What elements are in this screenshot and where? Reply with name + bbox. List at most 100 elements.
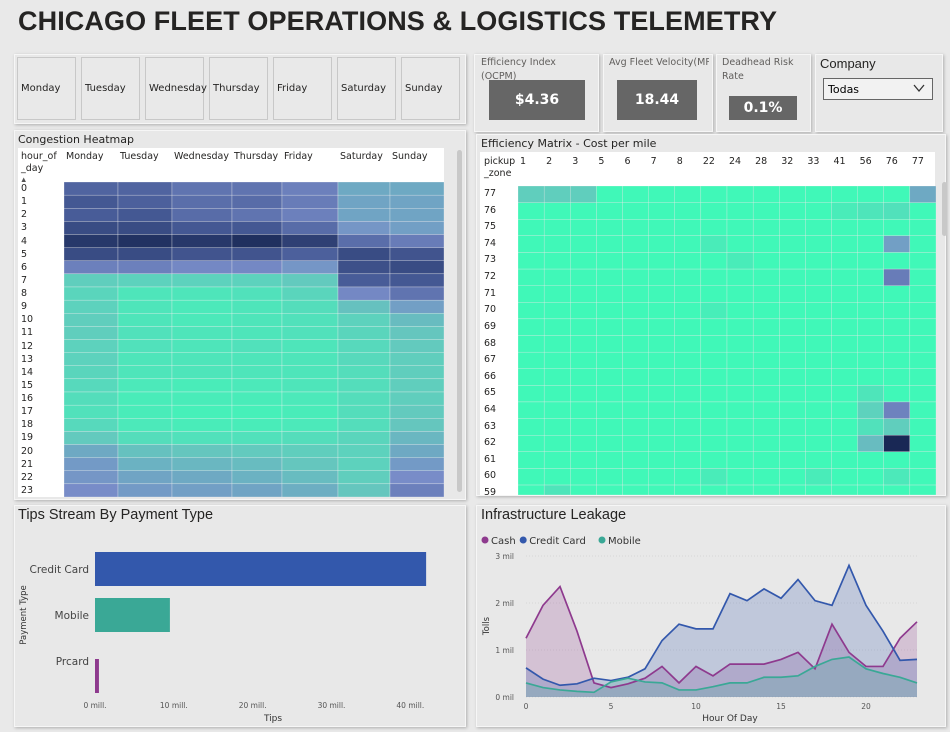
day-button-wednesday[interactable]: Wednesday xyxy=(145,57,207,120)
congestion-row-label: 5 xyxy=(21,248,28,260)
efficiency-cell xyxy=(779,268,806,286)
congestion-cell xyxy=(337,378,391,393)
congestion-cell xyxy=(389,470,444,485)
efficiency-col-2[interactable]: 2 xyxy=(546,156,553,167)
efficiency-cell xyxy=(857,435,884,452)
congestion-cell xyxy=(64,234,119,248)
congestion-cell xyxy=(171,247,233,261)
efficiency-col-33[interactable]: 33 xyxy=(807,156,820,167)
efficiency-col-5[interactable]: 5 xyxy=(598,156,605,167)
efficiency-cell xyxy=(909,468,936,486)
efficiency-cell xyxy=(831,252,858,270)
congestion-cell xyxy=(171,194,233,209)
congestion-cell xyxy=(171,313,233,327)
efficiency-cell xyxy=(648,235,675,253)
efficiency-cell xyxy=(831,268,858,286)
efficiency-cell xyxy=(909,302,936,320)
efficiency-cell xyxy=(805,285,832,303)
efficiency-cell xyxy=(909,385,936,403)
efficiency-col-56[interactable]: 56 xyxy=(859,156,872,167)
efficiency-cell xyxy=(909,484,936,495)
congestion-col-monday[interactable]: Monday xyxy=(66,151,104,162)
efficiency-cell xyxy=(909,285,936,303)
efficiency-cell xyxy=(700,368,728,386)
congestion-cell xyxy=(337,234,391,248)
efficiency-col-7[interactable]: 7 xyxy=(650,156,657,167)
efficiency-cell xyxy=(648,418,675,436)
efficiency-cell xyxy=(596,401,623,419)
efficiency-rowlabel-bg xyxy=(480,186,518,495)
efficiency-cell xyxy=(752,202,780,220)
efficiency-row-label: 76 xyxy=(484,204,497,216)
efficiency-col-6[interactable]: 6 xyxy=(624,156,631,167)
efficiency-cell xyxy=(857,484,884,495)
efficiency-cell xyxy=(752,268,780,286)
efficiency-col-28[interactable]: 28 xyxy=(755,156,768,167)
day-button-sunday[interactable]: Sunday xyxy=(401,57,460,120)
efficiency-cell xyxy=(622,385,649,403)
efficiency-row-label: 64 xyxy=(484,403,497,415)
congestion-row-header[interactable]: hour_of_day xyxy=(21,151,57,174)
tips-x-tick: 10 mill. xyxy=(160,701,188,710)
efficiency-row-header[interactable]: pickup_zone xyxy=(484,156,516,179)
efficiency-cell xyxy=(831,335,858,353)
efficiency-cell xyxy=(857,219,884,236)
efficiency-col-41[interactable]: 41 xyxy=(833,156,846,167)
efficiency-cell xyxy=(883,268,911,286)
congestion-col-saturday[interactable]: Saturday xyxy=(340,151,383,162)
congestion-row-label: 15 xyxy=(21,379,34,391)
efficiency-cell xyxy=(543,335,571,353)
day-button-thursday[interactable]: Thursday xyxy=(209,57,268,120)
tips-x-tick: 40 mill. xyxy=(396,701,424,710)
efficiency-cell xyxy=(700,418,728,436)
congestion-cell xyxy=(231,194,283,209)
efficiency-col-22[interactable]: 22 xyxy=(702,156,715,167)
congestion-col-thursday[interactable]: Thursday xyxy=(234,151,279,162)
congestion-row-label: 18 xyxy=(21,419,34,431)
congestion-col-friday[interactable]: Friday xyxy=(284,151,313,162)
day-button-tuesday[interactable]: Tuesday xyxy=(81,57,140,120)
efficiency-cell xyxy=(543,219,571,236)
congestion-cell xyxy=(231,326,283,340)
congestion-col-tuesday[interactable]: Tuesday xyxy=(120,151,159,162)
sort-up-icon[interactable]: ▲ xyxy=(21,176,27,184)
efficiency-col-32[interactable]: 32 xyxy=(781,156,794,167)
efficiency-cell xyxy=(570,252,597,270)
efficiency-cell xyxy=(857,351,884,369)
congestion-scrollbar[interactable] xyxy=(457,150,462,492)
efficiency-col-24[interactable]: 24 xyxy=(729,156,742,167)
efficiency-cell xyxy=(570,219,597,236)
leakage-line-credit-card xyxy=(525,563,918,687)
efficiency-col-3[interactable]: 3 xyxy=(572,156,579,167)
efficiency-cell xyxy=(596,318,623,336)
congestion-cell xyxy=(117,470,173,485)
day-button-friday[interactable]: Friday xyxy=(273,57,332,120)
efficiency-scrollbar[interactable] xyxy=(942,182,947,236)
congestion-cell xyxy=(389,221,444,235)
congestion-cell xyxy=(64,326,119,340)
efficiency-cell xyxy=(752,235,780,253)
congestion-row-label: 1 xyxy=(21,196,28,208)
congestion-col-sunday[interactable]: Sunday xyxy=(392,151,428,162)
day-button-monday[interactable]: Monday xyxy=(17,57,76,120)
congestion-cell xyxy=(281,273,339,288)
efficiency-col-8[interactable]: 8 xyxy=(676,156,683,167)
efficiency-col-77[interactable]: 77 xyxy=(911,156,924,167)
efficiency-row-label: 60 xyxy=(484,470,497,482)
congestion-row-label: 3 xyxy=(21,222,28,234)
efficiency-col-76[interactable]: 76 xyxy=(885,156,898,167)
efficiency-col-1[interactable]: 1 xyxy=(520,156,527,167)
efficiency-cell xyxy=(674,186,702,203)
congestion-cell xyxy=(231,365,283,380)
efficiency-cell xyxy=(622,202,649,220)
congestion-cell xyxy=(117,208,173,222)
congestion-cell xyxy=(389,365,444,380)
congestion-cell xyxy=(117,247,173,261)
efficiency-cell xyxy=(779,351,806,369)
congestion-cell xyxy=(64,483,119,497)
company-dropdown[interactable]: Todas xyxy=(823,78,933,100)
efficiency-cell xyxy=(831,368,858,386)
day-button-saturday[interactable]: Saturday xyxy=(337,57,396,120)
congestion-col-wednesday[interactable]: Wednesday xyxy=(174,151,230,162)
congestion-cell xyxy=(64,378,119,393)
